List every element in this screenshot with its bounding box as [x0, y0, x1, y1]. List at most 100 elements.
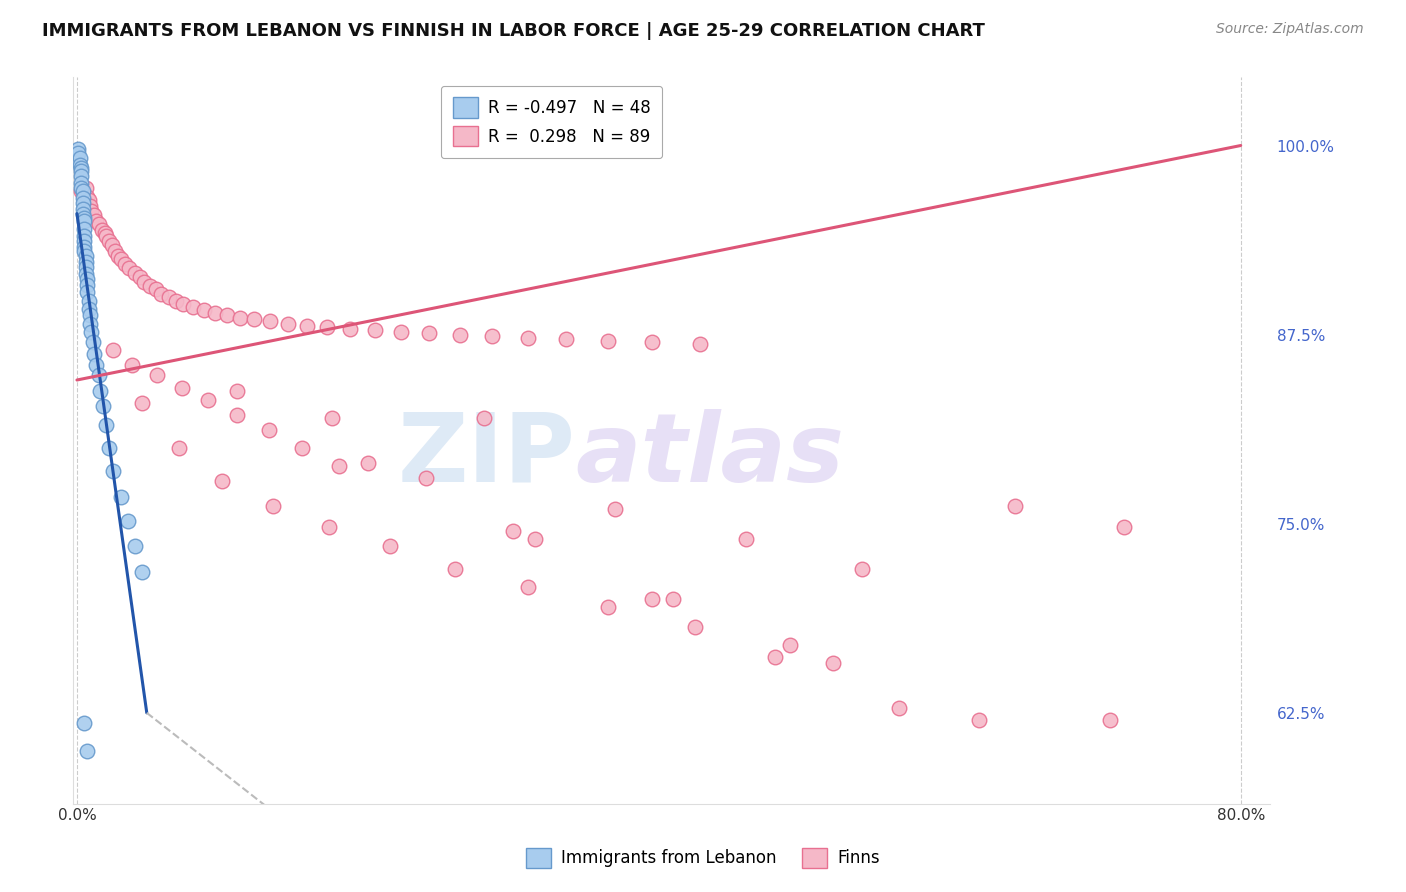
Point — [689, 336, 711, 351]
Point — [70, 184, 93, 198]
Point — [197, 392, 219, 407]
Point — [318, 520, 340, 534]
Point — [291, 441, 314, 455]
Point — [502, 524, 524, 539]
Point — [94, 418, 117, 433]
Point — [226, 384, 249, 398]
Point — [851, 562, 873, 576]
Point — [73, 234, 96, 248]
Point — [763, 649, 786, 664]
Point — [72, 196, 94, 211]
Point — [77, 294, 100, 309]
Point — [76, 271, 98, 285]
Point — [79, 308, 101, 322]
Point — [73, 244, 96, 259]
Point — [87, 368, 110, 383]
Point — [170, 381, 193, 395]
Point — [75, 255, 97, 269]
Point — [110, 252, 132, 266]
Point — [596, 599, 619, 614]
Point — [967, 714, 990, 728]
Legend: Immigrants from Lebanon, Finns: Immigrants from Lebanon, Finns — [520, 841, 886, 875]
Point — [72, 206, 94, 220]
Point — [1098, 714, 1121, 728]
Point — [83, 347, 105, 361]
Point — [378, 540, 401, 554]
Point — [124, 540, 146, 554]
Point — [75, 181, 97, 195]
Point — [640, 335, 662, 350]
Point — [76, 285, 98, 300]
Point — [243, 312, 266, 326]
Point — [481, 329, 503, 343]
Point — [150, 286, 173, 301]
Point — [211, 475, 233, 489]
Point — [172, 297, 194, 311]
Point — [97, 234, 120, 248]
Point — [80, 203, 103, 218]
Point — [73, 214, 96, 228]
Point — [110, 490, 132, 504]
Point — [640, 592, 662, 607]
Text: IMMIGRANTS FROM LEBANON VS FINNISH IN LABOR FORCE | AGE 25-29 CORRELATION CHART: IMMIGRANTS FROM LEBANON VS FINNISH IN LA… — [42, 22, 986, 40]
Point — [226, 408, 249, 422]
Point — [229, 310, 252, 325]
Point — [449, 327, 471, 342]
Point — [735, 532, 758, 546]
Point — [596, 334, 619, 348]
Point — [138, 279, 160, 293]
Point — [145, 282, 167, 296]
Point — [887, 701, 910, 715]
Point — [70, 177, 93, 191]
Point — [70, 181, 93, 195]
Point — [84, 358, 107, 372]
Point — [823, 656, 845, 670]
Point — [132, 275, 155, 289]
Point — [75, 260, 97, 274]
Point — [321, 410, 343, 425]
Point — [328, 459, 350, 474]
Text: atlas: atlas — [575, 409, 845, 501]
Point — [779, 638, 801, 652]
Point — [104, 244, 127, 259]
Point — [554, 332, 576, 346]
Point — [76, 190, 98, 204]
Point — [87, 217, 110, 231]
Point — [1004, 499, 1026, 513]
Point — [516, 331, 538, 345]
Point — [94, 229, 117, 244]
Point — [73, 221, 96, 235]
Point — [472, 410, 495, 425]
Point — [107, 249, 129, 263]
Point — [1114, 520, 1136, 534]
Point — [257, 423, 280, 437]
Point — [73, 211, 96, 226]
Point — [662, 592, 685, 607]
Point — [516, 580, 538, 594]
Point — [73, 716, 96, 731]
Point — [389, 325, 412, 339]
Point — [157, 290, 180, 304]
Point — [295, 318, 318, 333]
Point — [90, 223, 112, 237]
Point — [93, 227, 115, 241]
Text: Source: ZipAtlas.com: Source: ZipAtlas.com — [1216, 22, 1364, 37]
Point — [215, 308, 238, 322]
Point — [131, 565, 153, 579]
Point — [339, 321, 361, 335]
Point — [79, 317, 101, 331]
Point — [76, 744, 98, 758]
Point — [262, 499, 284, 513]
Point — [128, 270, 150, 285]
Point — [364, 323, 387, 337]
Point — [316, 320, 339, 334]
Point — [77, 193, 100, 207]
Point — [73, 240, 96, 254]
Point — [146, 368, 169, 383]
Point — [101, 238, 124, 252]
Point — [97, 441, 120, 455]
Point — [70, 161, 93, 176]
Point — [117, 514, 139, 528]
Point — [72, 202, 94, 216]
Point — [131, 395, 153, 409]
